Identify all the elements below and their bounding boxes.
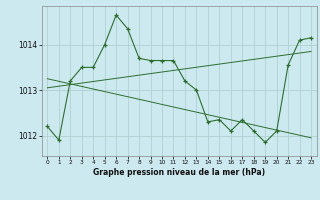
X-axis label: Graphe pression niveau de la mer (hPa): Graphe pression niveau de la mer (hPa): [93, 168, 265, 177]
